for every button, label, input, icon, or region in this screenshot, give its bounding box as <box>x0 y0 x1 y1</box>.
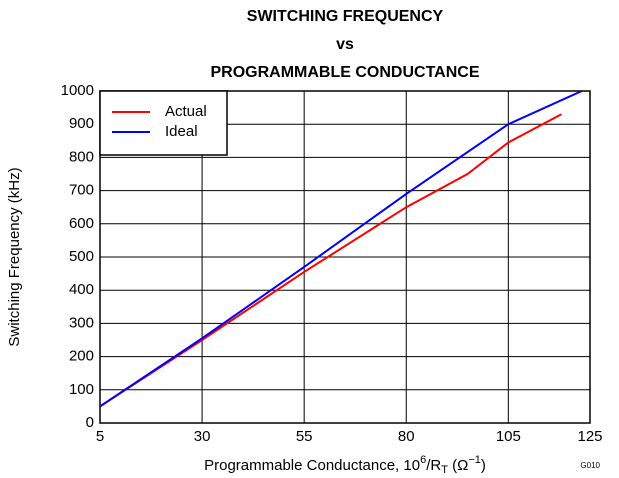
x-tick-label: 80 <box>398 428 415 445</box>
x-tick-label: 30 <box>194 428 211 445</box>
chart-title: PROGRAMMABLE CONDUCTANCE <box>210 64 479 81</box>
x-label-part: 6 <box>420 454 426 466</box>
y-tick-label: 300 <box>69 314 94 331</box>
x-tick-label: 5 <box>96 428 104 445</box>
x-tick-label: 125 <box>577 428 602 445</box>
x-label-part: Programmable Conductance, 10 <box>204 457 420 474</box>
y-tick-label: 0 <box>86 414 94 431</box>
y-tick-label: 500 <box>69 248 94 265</box>
x-tick-label: 105 <box>496 428 521 445</box>
y-axis-label: Switching Frequency (kHz) <box>6 167 23 346</box>
y-tick-label: 100 <box>69 381 94 398</box>
y-tick-label: 800 <box>69 148 94 165</box>
line-series <box>100 91 583 408</box>
x-label-part: T <box>441 464 448 476</box>
chart-title: vs <box>336 36 354 53</box>
line-series <box>100 113 562 408</box>
legend-label: Ideal <box>165 123 198 140</box>
y-tick-label: 600 <box>69 215 94 232</box>
y-tick-label: 200 <box>69 348 94 365</box>
y-tick-label: 400 <box>69 281 94 298</box>
x-label-part: −1 <box>468 454 481 466</box>
x-axis-label: Programmable Conductance, 106/RT (Ω−1) <box>204 454 486 476</box>
y-tick-label: 1000 <box>61 82 94 99</box>
plot-frame <box>99 90 591 424</box>
legend-box <box>99 90 228 156</box>
x-label-part: (Ω <box>448 457 468 474</box>
x-tick-label: 55 <box>296 428 313 445</box>
legend-label: Actual <box>165 103 207 120</box>
chart-title: SWITCHING FREQUENCY <box>247 8 444 25</box>
annotation: G010 <box>580 461 600 470</box>
x-label-part: ) <box>481 457 486 474</box>
y-tick-label: 900 <box>69 115 94 132</box>
y-tick-label: 700 <box>69 182 94 199</box>
x-label-part: /R <box>426 457 441 474</box>
